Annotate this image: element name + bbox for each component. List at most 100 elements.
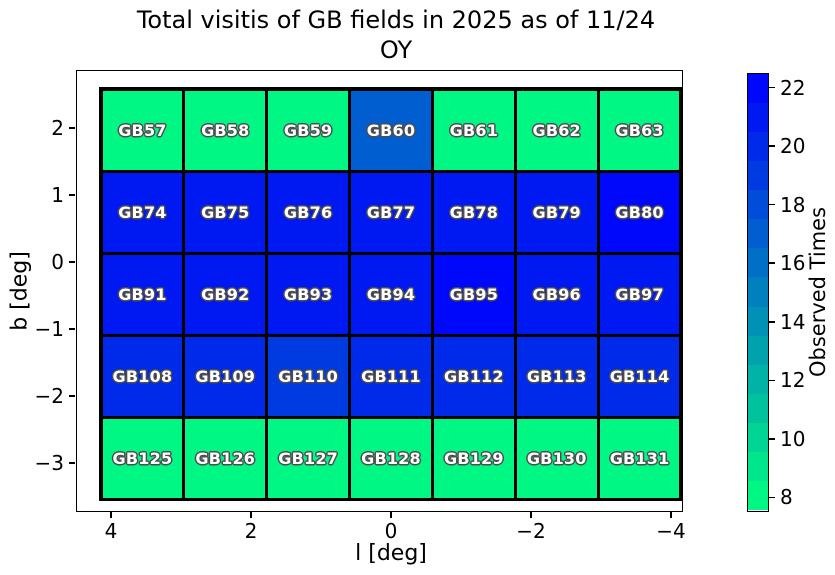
field-cell-gb113: GB113	[516, 336, 597, 416]
colorbar-tick-mark	[769, 438, 775, 440]
field-cell-gb130: GB130	[516, 418, 597, 498]
colorbar-tick-label: 16	[780, 251, 806, 276]
field-cell-label: GB108	[112, 366, 173, 386]
field-cell-label: GB79	[532, 202, 581, 222]
colorbar-band	[748, 219, 768, 249]
field-cell-label: GB63	[615, 120, 664, 140]
colorbar-label: Observed Times	[806, 206, 830, 378]
field-cell-gb57: GB57	[102, 90, 183, 170]
y-tick-mark	[69, 127, 75, 129]
field-cell-label: GB113	[526, 366, 587, 386]
colorbar-band	[748, 103, 768, 133]
colorbar	[747, 73, 769, 512]
field-cell-label: GB129	[443, 448, 504, 468]
colorbar-tick-label: 8	[780, 485, 793, 510]
field-cell-gb93: GB93	[268, 254, 349, 334]
colorbar-tick-mark	[769, 321, 775, 323]
y-axis-label: b [deg]	[7, 251, 33, 331]
field-cell-gb95: GB95	[433, 254, 514, 334]
field-cell-label: GB60	[366, 120, 416, 140]
field-cell-gb59: GB59	[268, 90, 349, 170]
chart-title-line1: Total visitis of GB fields in 2025 as of…	[136, 6, 656, 34]
field-cell-gb125: GB125	[102, 418, 183, 498]
colorbar-tick-mark	[769, 86, 775, 89]
colorbar-band	[748, 74, 768, 104]
colorbar-band	[748, 451, 768, 482]
field-cell-label: GB74	[118, 202, 167, 222]
field-cell-label: GB131	[609, 448, 670, 468]
field-cell-gb79: GB79	[516, 172, 597, 252]
field-cell-gb109: GB109	[185, 336, 266, 416]
field-cell-gb58: GB58	[185, 90, 266, 170]
field-cell-gb97: GB97	[599, 254, 680, 334]
field-cell-gb127: GB127	[268, 418, 349, 498]
chart-title-line2: OY	[379, 36, 413, 64]
colorbar-tick-label: 20	[780, 134, 806, 159]
colorbar-band	[748, 190, 768, 220]
x-tick-label: −2	[516, 519, 546, 543]
y-tick-label: −2	[34, 384, 64, 408]
field-cell-label: GB57	[118, 120, 167, 140]
y-tick-label: 0	[51, 250, 64, 274]
field-cell-gb92: GB92	[185, 254, 266, 334]
colorbar-band	[748, 248, 768, 278]
field-cell-gb62: GB62	[516, 90, 597, 170]
y-tick-mark	[69, 194, 75, 196]
colorbar-tick-label: 22	[780, 75, 806, 100]
x-tick-label: 4	[104, 519, 118, 543]
x-axis-label: l [deg]	[355, 541, 427, 566]
field-cell-label: GB62	[532, 120, 581, 140]
field-cell-gb112: GB112	[433, 336, 514, 416]
field-cell-gb108: GB108	[102, 336, 183, 416]
colorbar-band	[748, 364, 768, 395]
colorbar-band	[748, 422, 768, 453]
field-cell-gb61: GB61	[433, 90, 514, 170]
colorbar-tick-mark	[769, 262, 775, 264]
field-cell-label: GB112	[443, 366, 504, 386]
field-cell-gb94: GB94	[351, 254, 431, 334]
colorbar-band	[748, 393, 768, 424]
x-tick-label: 2	[244, 519, 258, 543]
field-cell-label: GB111	[361, 366, 421, 386]
colorbar-band	[748, 277, 768, 308]
field-cell-label: GB110	[278, 366, 338, 386]
colorbar-band	[748, 132, 768, 162]
field-cell-label: GB75	[201, 202, 250, 222]
field-cell-label: GB130	[526, 448, 587, 468]
y-tick-mark	[69, 261, 75, 263]
field-cell-label: GB93	[283, 284, 333, 304]
heatmap-grid: GB57 GB58 GB59 GB60 GB61 GB62 GB63 GB74 GB75 GB76…	[99, 87, 683, 501]
field-cell-gb77: GB77	[351, 172, 431, 252]
field-cell-label: GB80	[615, 202, 664, 222]
field-cell-gb91: GB91	[102, 254, 183, 334]
y-tick-mark	[69, 395, 75, 397]
x-tick-mark	[390, 512, 392, 518]
field-cell-gb128: GB128	[351, 418, 431, 498]
field-cell-label: GB92	[201, 284, 250, 304]
field-cell-gb78: GB78	[433, 172, 514, 252]
field-cell-label: GB76	[283, 202, 333, 222]
field-cell-label: GB95	[449, 284, 499, 304]
y-tick-label: 2	[51, 116, 64, 140]
field-cell-label: GB94	[366, 284, 416, 304]
field-cell-label: GB126	[195, 448, 256, 468]
field-cell-label: GB127	[278, 448, 338, 468]
colorbar-band	[748, 306, 768, 337]
x-tick-mark	[670, 512, 672, 518]
colorbar-tick-label: 18	[780, 192, 806, 217]
field-cell-gb75: GB75	[185, 172, 266, 252]
x-tick-mark	[250, 512, 252, 518]
field-cell-gb74: GB74	[102, 172, 183, 252]
x-tick-label: 0	[384, 519, 398, 543]
field-cell-label: GB59	[283, 120, 333, 140]
field-cell-label: GB91	[118, 284, 167, 304]
x-tick-label: −4	[656, 519, 686, 543]
field-cell-gb96: GB96	[516, 254, 597, 334]
colorbar-tick-label: 12	[780, 368, 806, 393]
y-tick-label: −1	[34, 317, 64, 341]
field-cell-gb126: GB126	[185, 418, 266, 498]
y-tick-label: −3	[34, 451, 64, 475]
colorbar-tick-label: 14	[780, 309, 806, 334]
field-cell-label: GB109	[195, 366, 256, 386]
field-cell-label: GB96	[532, 284, 581, 304]
